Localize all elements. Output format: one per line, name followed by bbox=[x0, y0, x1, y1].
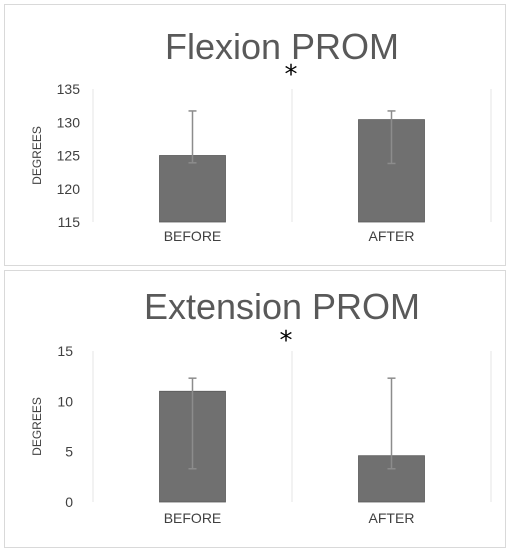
extension-chart-panel: Extension PROM * 0 5 10 15 DEGREES BEFORE AFTER bbox=[4, 270, 506, 548]
extension-y-axis-label: DEGREES bbox=[30, 397, 44, 456]
extension-x-category-label: BEFORE bbox=[164, 510, 222, 526]
extension-y-tick-label: 15 bbox=[57, 343, 73, 359]
flexion-y-tick-label: 135 bbox=[57, 81, 81, 97]
flexion-x-category-label: BEFORE bbox=[164, 228, 222, 244]
extension-significance-marker: * bbox=[280, 326, 293, 356]
flexion-y-tick-label: 120 bbox=[57, 181, 81, 197]
flexion-significance-marker: * bbox=[285, 60, 298, 90]
extension-y-tick-label: 5 bbox=[65, 444, 73, 460]
flexion-chart-panel: Flexion PROM * 115 120 125 130 135 DEGREES BEFOR… bbox=[4, 4, 506, 266]
flexion-y-tick-label: 125 bbox=[57, 148, 81, 164]
flexion-bar-before bbox=[159, 155, 226, 223]
extension-y-tick-label: 0 bbox=[65, 494, 73, 510]
flexion-y-tick-label: 130 bbox=[57, 114, 81, 130]
flexion-chart-title: Flexion PROM bbox=[165, 26, 399, 67]
flexion-chart: Flexion PROM* 115 120 125 130 135 DEGREES BEFOR… bbox=[30, 26, 492, 244]
extension-chart-title: Extension PROM bbox=[144, 286, 420, 327]
extension-x-category-label: AFTER bbox=[369, 510, 415, 526]
extension-y-tick-label: 10 bbox=[57, 393, 73, 409]
extension-chart: Extension PROM* 0 5 10 15 DEGREES BEFORE AFTER bbox=[30, 286, 492, 526]
flexion-x-category-label: AFTER bbox=[369, 228, 415, 244]
flexion-y-tick-label: 115 bbox=[58, 214, 81, 230]
flexion-y-axis-label: DEGREES bbox=[30, 126, 44, 185]
